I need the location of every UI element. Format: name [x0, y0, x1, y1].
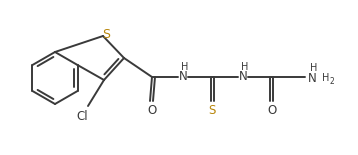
Text: N: N	[179, 71, 187, 84]
Text: Cl: Cl	[76, 111, 88, 124]
Text: H: H	[310, 63, 318, 73]
Text: H: H	[322, 73, 330, 83]
Text: H: H	[181, 62, 189, 72]
Text: H: H	[241, 62, 249, 72]
Text: N: N	[239, 71, 247, 84]
Text: O: O	[147, 104, 157, 117]
Text: O: O	[267, 104, 277, 117]
Text: S: S	[102, 29, 110, 42]
Text: N: N	[308, 71, 316, 84]
Text: S: S	[208, 104, 216, 117]
Text: 2: 2	[330, 78, 334, 86]
